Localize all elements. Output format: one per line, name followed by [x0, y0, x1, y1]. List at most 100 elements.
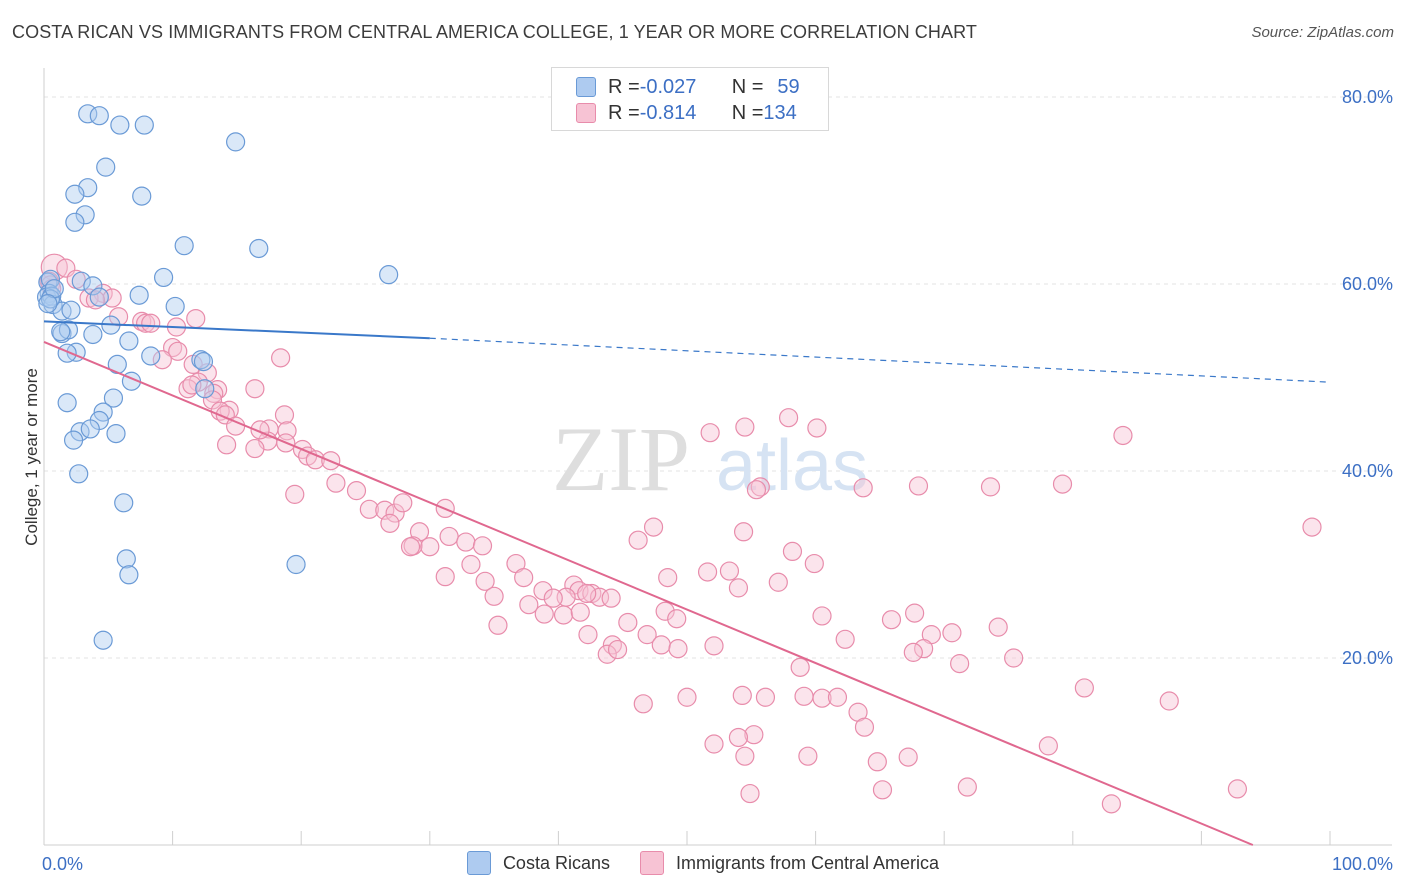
trend-lines	[43, 320, 1331, 846]
point-costa-ricans	[38, 294, 58, 314]
point-immigrants	[950, 654, 970, 674]
source-label: Source: ZipAtlas.com	[1251, 24, 1394, 41]
point-costa-ricans	[80, 419, 100, 439]
legend-n-label: N =	[731, 75, 764, 98]
point-immigrants	[704, 636, 724, 656]
legend-swatch-blue	[466, 851, 491, 875]
point-costa-ricans	[51, 322, 71, 342]
trend-line-costa-ricans-extension	[429, 337, 1331, 383]
point-immigrants	[182, 375, 202, 395]
point-immigrants	[245, 438, 265, 459]
x-tick-label: 100.0%	[1332, 854, 1393, 874]
point-immigrants	[607, 639, 628, 660]
trend-line-immigrants	[43, 341, 1254, 846]
point-immigrants	[835, 629, 855, 649]
point-costa-ricans	[141, 346, 161, 366]
y-tick-label: 40.0%	[1342, 461, 1393, 481]
point-costa-ricans	[61, 300, 81, 320]
point-immigrants	[135, 313, 156, 333]
point-immigrants	[768, 572, 788, 592]
point-immigrants	[677, 687, 697, 707]
point-immigrants	[782, 541, 803, 562]
point-costa-ricans	[89, 106, 109, 126]
point-immigrants	[872, 780, 893, 800]
legend-r-value: -0.814	[639, 101, 697, 124]
point-immigrants	[543, 588, 563, 608]
trend-line-costa-ricans	[43, 320, 430, 340]
point-immigrants	[553, 605, 574, 625]
point-costa-ricans	[57, 393, 77, 413]
series-immigrants-points	[39, 253, 1322, 814]
point-immigrants	[735, 746, 755, 766]
point-costa-ricans	[134, 115, 154, 135]
legend-r-label: R =	[608, 101, 640, 124]
point-immigrants	[475, 571, 495, 591]
axes	[43, 68, 1392, 846]
point-costa-ricans	[63, 430, 84, 450]
legend-swatch-pink	[576, 103, 596, 123]
point-immigrants	[746, 480, 767, 500]
correlation-legend: R = -0.027 N = 59 R = -0.814 N = 134	[551, 67, 829, 131]
point-immigrants	[484, 586, 504, 606]
x-tick-label: 0.0%	[42, 854, 83, 874]
point-immigrants	[439, 526, 459, 547]
point-immigrants	[577, 583, 597, 604]
point-costa-ricans	[114, 493, 134, 513]
point-immigrants	[881, 610, 902, 630]
point-immigrants	[804, 553, 824, 574]
point-costa-ricans	[110, 115, 130, 135]
point-immigrants	[204, 383, 224, 403]
point-costa-ricans	[83, 276, 103, 296]
point-immigrants	[728, 578, 749, 598]
point-immigrants	[326, 473, 346, 493]
point-costa-ricans	[226, 132, 246, 152]
legend-r-value: -0.027	[639, 75, 697, 98]
series-costa-ricans-points	[36, 104, 399, 650]
point-immigrants	[744, 725, 764, 745]
point-immigrants	[519, 595, 539, 615]
point-immigrants	[942, 623, 962, 643]
point-immigrants	[385, 503, 405, 523]
point-immigrants	[790, 657, 810, 677]
point-costa-ricans	[96, 157, 116, 177]
point-immigrants	[988, 617, 1008, 637]
point-immigrants	[152, 350, 172, 370]
point-immigrants	[980, 477, 1001, 497]
point-immigrants	[914, 639, 934, 659]
point-immigrants	[1101, 794, 1121, 814]
point-immigrants	[794, 686, 814, 706]
point-immigrants	[704, 734, 724, 754]
point-costa-ricans	[83, 324, 103, 345]
point-immigrants	[740, 783, 760, 804]
point-immigrants	[409, 522, 430, 542]
point-immigrants	[217, 435, 237, 455]
point-immigrants	[488, 615, 508, 635]
point-immigrants	[420, 537, 440, 557]
point-immigrants	[380, 513, 400, 533]
point-costa-ricans	[71, 271, 91, 291]
tick-labels: 20.0% 40.0% 60.0% 80.0% 0.0% 100.0%	[42, 87, 1393, 874]
legend-r-label: R =	[608, 75, 640, 98]
point-immigrants	[359, 499, 379, 519]
point-immigrants	[637, 625, 657, 645]
watermark-zip: ZIP	[552, 408, 690, 510]
point-immigrants	[908, 476, 929, 496]
point-immigrants	[514, 567, 534, 588]
point-costa-ricans	[65, 212, 85, 232]
point-costa-ricans	[75, 205, 95, 225]
point-immigrants	[1052, 474, 1073, 494]
point-immigrants	[905, 603, 925, 623]
point-immigrants	[732, 685, 752, 706]
point-immigrants	[601, 588, 621, 608]
point-immigrants	[1302, 517, 1322, 537]
point-costa-ricans	[103, 388, 124, 408]
legend-n-value: 59	[777, 75, 800, 98]
grid-lines	[44, 96, 1392, 659]
point-immigrants	[202, 390, 223, 410]
point-immigrants	[461, 554, 481, 575]
legend-item-costa-ricans: Costa Ricans	[466, 851, 610, 875]
point-immigrants	[141, 313, 161, 333]
point-immigrants	[853, 478, 873, 498]
point-costa-ricans	[93, 630, 113, 650]
point-immigrants	[305, 450, 325, 470]
